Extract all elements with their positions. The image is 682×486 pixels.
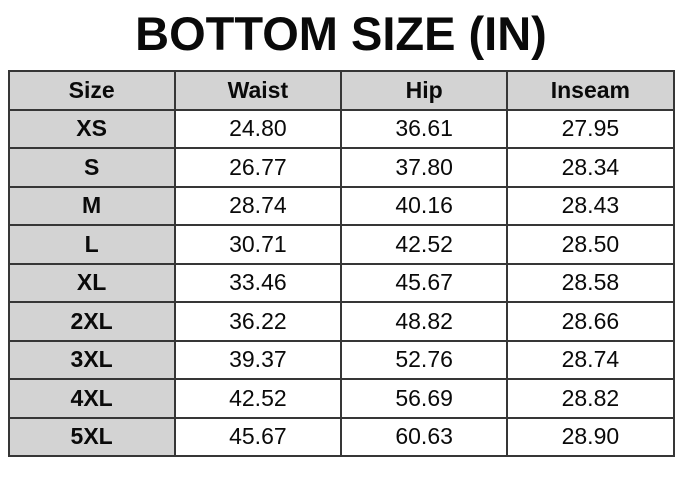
- col-header-size: Size: [7, 70, 176, 111]
- hip-value: 48.82: [339, 301, 509, 342]
- waist-value: 36.22: [173, 301, 343, 342]
- size-label: XS: [7, 108, 176, 149]
- waist-value: 42.52: [173, 378, 343, 419]
- size-label: S: [7, 147, 176, 188]
- waist-value: 39.37: [173, 339, 343, 380]
- hip-value: 60.63: [339, 416, 509, 457]
- header-row: Size Waist Hip Inseam: [7, 70, 675, 111]
- waist-value: 45.67: [173, 416, 343, 457]
- size-label: 4XL: [7, 378, 176, 419]
- hip-value: 40.16: [339, 185, 509, 226]
- table-row-l: L 30.71 42.52 28.50: [7, 224, 675, 265]
- table-row-xs: XS 24.80 36.61 27.95: [7, 108, 675, 149]
- col-header-inseam: Inseam: [506, 70, 675, 111]
- waist-value: 24.80: [173, 108, 343, 149]
- waist-value: 26.77: [173, 147, 343, 188]
- inseam-value: 28.90: [506, 416, 675, 457]
- hip-value: 36.61: [339, 108, 509, 149]
- inseam-value: 28.58: [506, 262, 675, 303]
- hip-value: 42.52: [339, 224, 509, 265]
- size-label: M: [7, 185, 176, 226]
- inseam-value: 28.34: [506, 147, 675, 188]
- waist-value: 30.71: [173, 224, 343, 265]
- table-row-xl: XL 33.46 45.67 28.58: [7, 262, 675, 303]
- inseam-value: 28.50: [506, 224, 675, 265]
- hip-value: 56.69: [339, 378, 509, 419]
- size-label: L: [7, 224, 176, 265]
- waist-value: 28.74: [173, 185, 343, 226]
- inseam-value: 27.95: [506, 108, 675, 149]
- inseam-value: 28.43: [506, 185, 675, 226]
- inseam-value: 28.82: [506, 378, 675, 419]
- table-row-3xl: 3XL 39.37 52.76 28.74: [7, 339, 675, 380]
- size-label: 3XL: [7, 339, 176, 380]
- table-row-m: M 28.74 40.16 28.43: [7, 185, 675, 226]
- col-header-hip: Hip: [339, 70, 509, 111]
- table-row-4xl: 4XL 42.52 56.69 28.82: [7, 378, 675, 419]
- bottom-size-table: Size Waist Hip Inseam XS 24.80 36.61 27.…: [7, 70, 675, 457]
- size-label: 2XL: [7, 301, 176, 342]
- waist-value: 33.46: [173, 262, 343, 303]
- inseam-value: 28.66: [506, 301, 675, 342]
- table-row-s: S 26.77 37.80 28.34: [7, 147, 675, 188]
- table-row-2xl: 2XL 36.22 48.82 28.66: [7, 301, 675, 342]
- page-title: BOTTOM SIZE (IN): [135, 7, 547, 60]
- size-label: XL: [7, 262, 176, 303]
- hip-value: 52.76: [339, 339, 509, 380]
- hip-value: 45.67: [339, 262, 509, 303]
- inseam-value: 28.74: [506, 339, 675, 380]
- col-header-waist: Waist: [173, 70, 343, 111]
- table-row-5xl: 5XL 45.67 60.63 28.90: [7, 416, 675, 457]
- hip-value: 37.80: [339, 147, 509, 188]
- size-label: 5XL: [7, 416, 176, 457]
